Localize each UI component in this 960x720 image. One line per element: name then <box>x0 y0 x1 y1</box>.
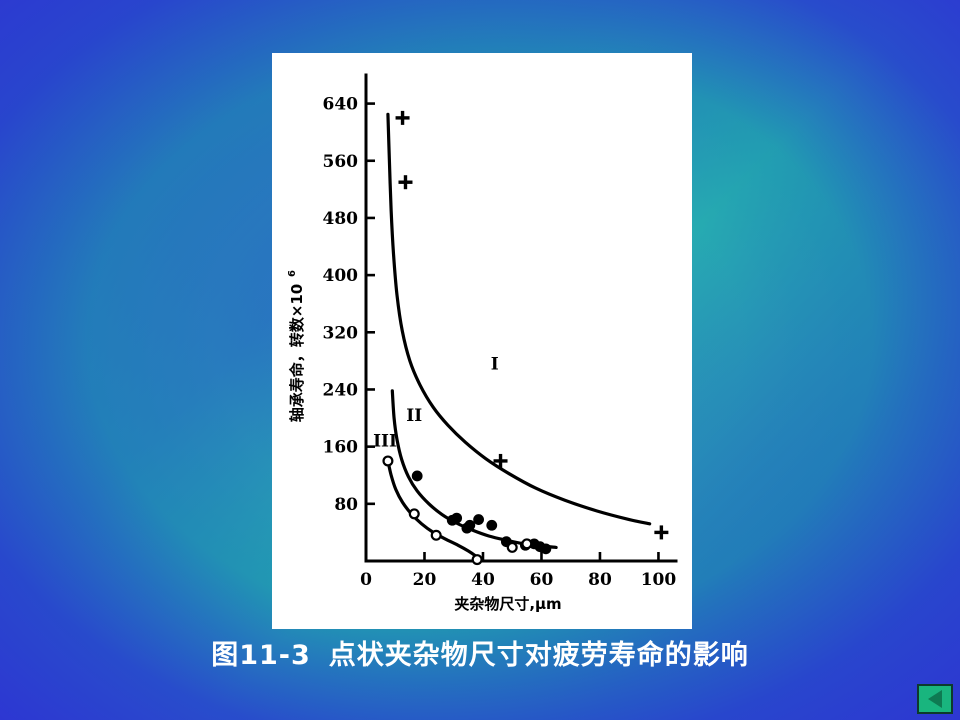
y-axis-tick-labels: 80 160 240 320 400 480 560 640 <box>323 95 359 515</box>
curve-II <box>390 389 558 550</box>
y-tick-label: 80 <box>334 495 358 515</box>
marker-filled-circle <box>540 543 552 555</box>
marker-open-circle <box>382 455 394 467</box>
x-tick-label: 60 <box>530 570 554 590</box>
x-tick-label: 100 <box>641 570 677 590</box>
marker-open-circle <box>506 541 518 553</box>
x-tick-label: 20 <box>413 570 437 590</box>
figure-caption: 图11-3 点状夹杂物尺寸对疲劳寿命的影响 <box>0 633 960 672</box>
y-axis-title-exponent: 6 <box>287 270 298 277</box>
marker-open-circle <box>430 529 442 541</box>
curve-I <box>386 112 652 526</box>
curve-III <box>386 459 482 562</box>
marker-filled-circle <box>464 519 476 531</box>
y-tick-label: 640 <box>323 95 359 115</box>
curve-label-II: II <box>406 406 422 426</box>
nav-back-button[interactable] <box>917 684 953 714</box>
triangle-left-icon <box>928 690 942 708</box>
data-markers-group <box>382 110 669 566</box>
x-tick-label: 40 <box>471 570 495 590</box>
marker-open-circle <box>521 538 533 550</box>
marker-filled-circle <box>486 519 498 531</box>
marker-open-circle <box>471 554 483 566</box>
marker-plus <box>398 175 413 190</box>
x-tick-label: 0 <box>360 570 372 590</box>
caption-text: 点状夹杂物尺寸对疲劳寿命的影响 <box>328 640 749 671</box>
data-curves-group <box>386 112 652 562</box>
curve-label-III: III <box>373 432 397 452</box>
x-tick-label: 80 <box>588 570 612 590</box>
figure-panel: 80 160 240 320 400 480 560 640 0 20 40 60 80 100 I II… <box>272 53 692 629</box>
marker-open-circle <box>408 508 420 520</box>
marker-plus <box>654 525 669 540</box>
y-tick-label: 160 <box>323 438 359 458</box>
x-axis-title: 夹杂物尺寸,μm <box>454 595 561 613</box>
curve-label-I: I <box>491 354 499 374</box>
y-axis-title: 轴承寿命，转数×10 6 <box>287 270 306 422</box>
caption-figure-number: 图11-3 <box>211 640 311 671</box>
y-tick-label: 400 <box>323 266 359 286</box>
y-tick-label: 480 <box>323 209 359 229</box>
x-axis-tick-labels: 0 20 40 60 80 100 <box>360 570 676 590</box>
marker-plus <box>493 453 508 468</box>
y-tick-label: 240 <box>323 380 359 400</box>
axes-group <box>364 73 678 563</box>
y-tick-label: 560 <box>323 152 359 172</box>
marker-filled-circle <box>411 470 423 482</box>
marker-filled-circle <box>473 514 484 525</box>
marker-plus <box>395 110 410 125</box>
marker-filled-circle <box>451 512 463 524</box>
ticks-group <box>364 102 660 561</box>
y-axis-title-text: 轴承寿命，转数×10 <box>288 284 306 422</box>
y-tick-label: 320 <box>323 323 359 343</box>
